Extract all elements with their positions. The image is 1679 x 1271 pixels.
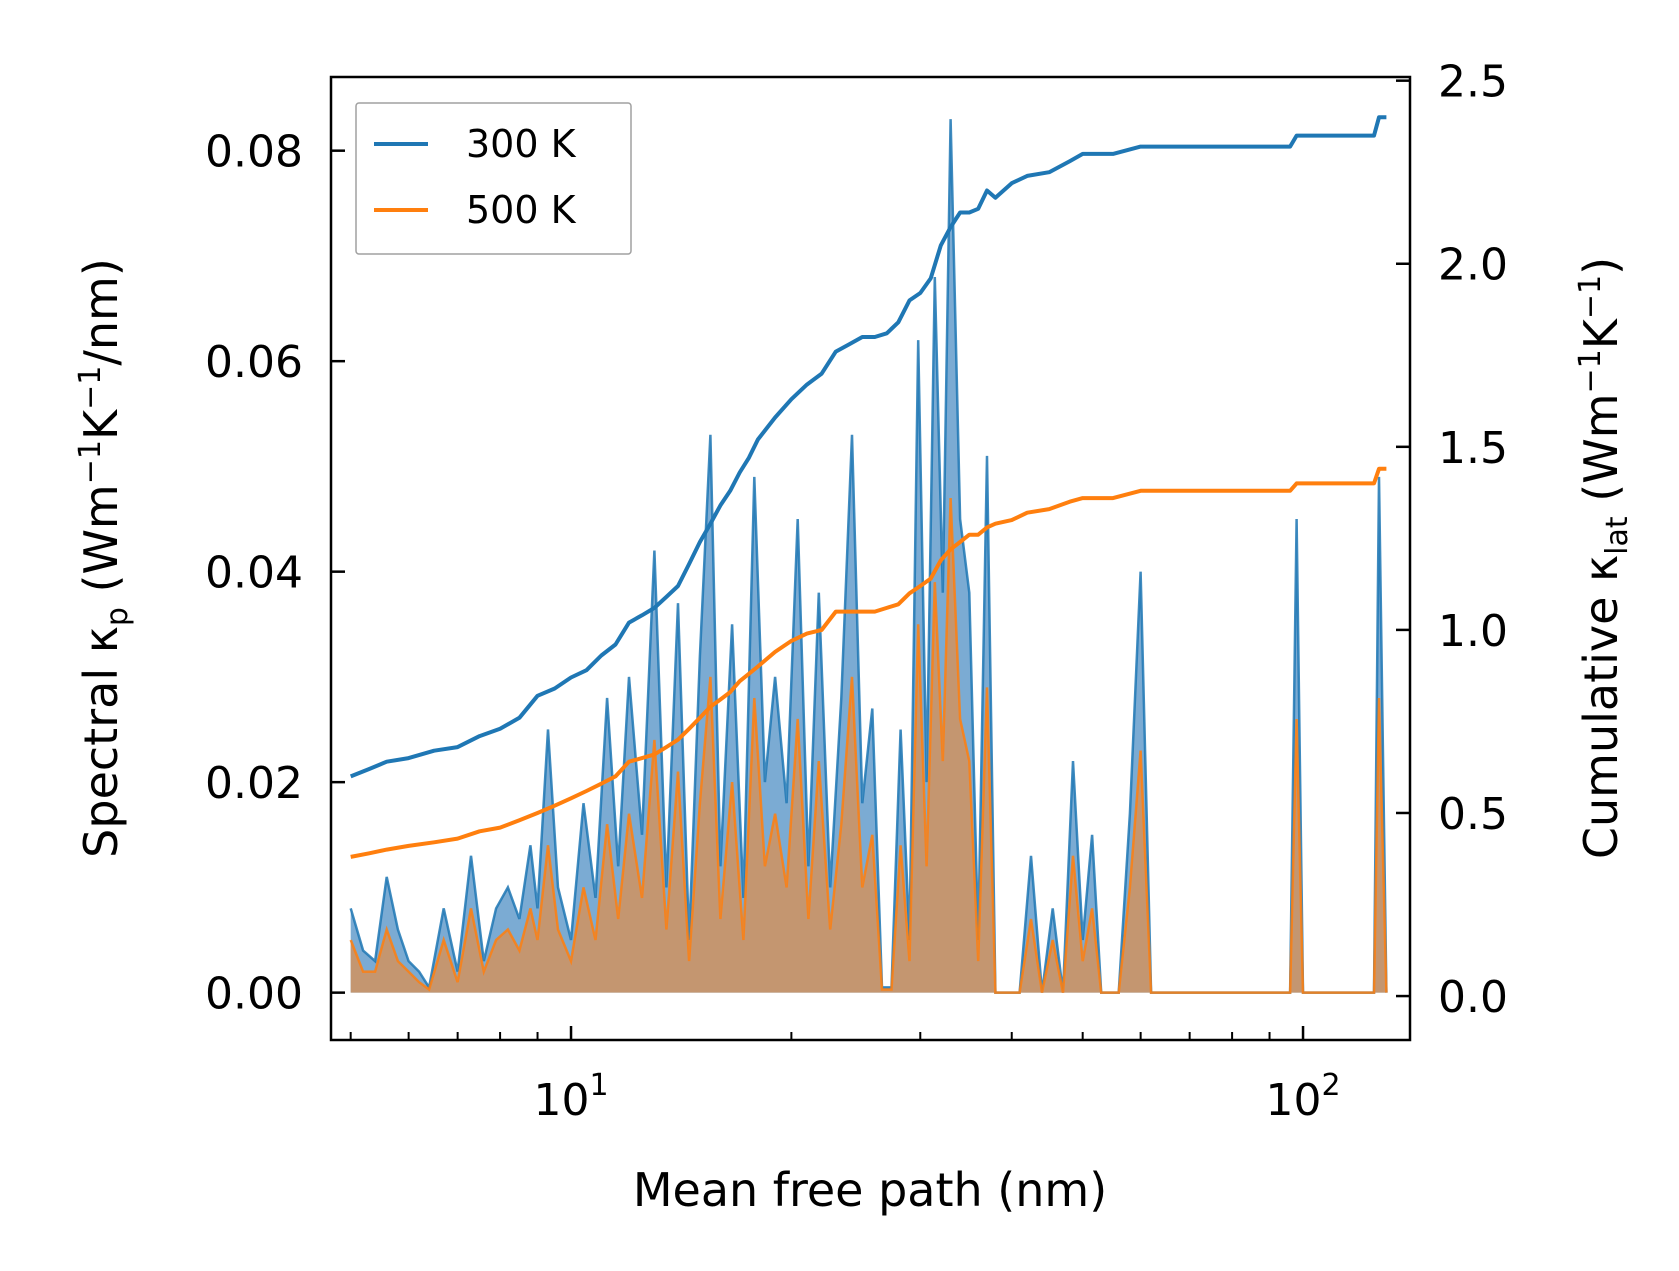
y-right-tick-label: 1.0 — [1438, 606, 1508, 657]
plot-area — [349, 115, 1388, 994]
y-left-title-unit-close: /nm) — [74, 258, 128, 365]
y-right-title-unit-close: ) — [1574, 257, 1628, 275]
series-fill-300-k-spectral — [350, 119, 1387, 993]
y-axis-title-left: Spectral κp (Wm−1K−1/nm) — [73, 258, 135, 858]
legend-label-500k: 500 K — [466, 188, 577, 232]
y-right-tick-label: 2.5 — [1438, 57, 1508, 108]
y-right-tick-label: 0.0 — [1438, 972, 1508, 1023]
legend-box — [355, 102, 632, 255]
y-left-title-exp1: −1 — [73, 440, 108, 484]
y-left-title-sub: p — [100, 607, 135, 626]
x-tick-label: 101 — [533, 1068, 608, 1126]
y-right-title-exp1: −1 — [1573, 349, 1608, 393]
y-left-tick-label: 0.00 — [205, 969, 303, 1020]
x-tick-exponent: 1 — [589, 1068, 608, 1103]
y-right-tick-label: 0.5 — [1438, 789, 1508, 840]
y-right-title-sub: lat — [1600, 516, 1635, 555]
y-right-tick-label: 1.5 — [1438, 423, 1508, 474]
legend-label-300k: 300 K — [466, 122, 577, 166]
series-line-500-k-spectral — [349, 497, 1388, 994]
x-tick-label: 102 — [1265, 1068, 1340, 1126]
y-right-title-mid: K — [1574, 317, 1628, 349]
series-fill-500-k-spectral — [350, 498, 1387, 993]
y-right-title-main: Cumulative κ — [1574, 555, 1628, 859]
y-left-title-mid: K — [74, 408, 128, 440]
y-axis-title-right: Cumulative κlat (Wm−1K−1) — [1573, 257, 1635, 859]
y-left-title-unit-open: (Wm — [74, 484, 128, 607]
y-left-tick-label: 0.02 — [205, 758, 303, 809]
legend: 300 K 500 K — [355, 102, 632, 255]
y-left-title-main: Spectral κ — [74, 626, 128, 858]
y-right-title-unit-open: (Wm — [1574, 393, 1628, 516]
y-left-tick-label: 0.06 — [205, 337, 303, 388]
y-left-tick-label: 0.04 — [205, 548, 303, 599]
x-tick-base: 10 — [1265, 1075, 1321, 1126]
x-axis-title: Mean free path (nm) — [633, 1163, 1107, 1217]
series-line-300-k-cumulative — [349, 115, 1387, 779]
x-tick-base: 10 — [533, 1075, 589, 1126]
plot-frame — [329, 75, 1412, 1042]
x-tick-exponent: 2 — [1321, 1068, 1340, 1103]
y-left-tick-label: 0.08 — [205, 127, 303, 178]
y-right-tick-label: 2.0 — [1438, 240, 1508, 291]
y-right-title-exp2: −1 — [1573, 275, 1608, 319]
axes-layer: 0.00 0.02 0.04 0.06 0.08 0.0 0.5 1.0 1.5 2.0 2.5 10… — [205, 57, 1508, 1126]
series-line-500-k-cumulative — [350, 466, 1387, 859]
y-left-title-exp2: −1 — [73, 366, 108, 410]
